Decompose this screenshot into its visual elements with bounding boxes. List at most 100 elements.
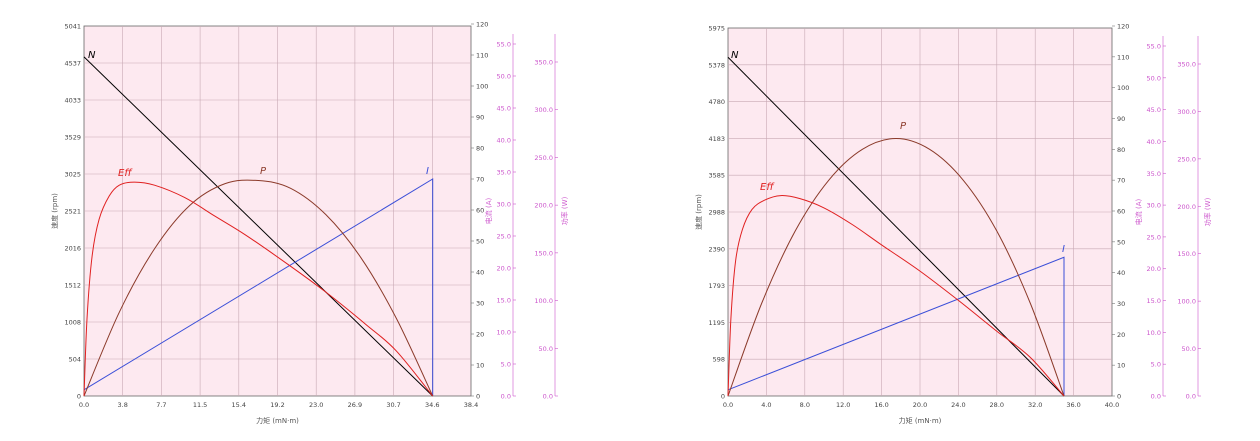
series-n-label: N: [731, 50, 739, 61]
current-tick-label: 0.0: [501, 393, 511, 401]
percent-tick-label: 20: [1117, 331, 1125, 339]
series-i-label: I: [426, 166, 429, 177]
percent-tick-label: 40: [1117, 269, 1125, 277]
x-tick-label: 8.0: [800, 401, 810, 409]
percent-tick-label: 0: [1117, 393, 1121, 401]
x-tick-label: 0.0: [79, 401, 89, 409]
power-tick-label: 0.0: [1186, 393, 1196, 401]
percent-tick-label: 100: [1117, 84, 1129, 92]
power-tick-label: 250.0: [1177, 155, 1196, 163]
speed-tick-label: 2988: [708, 209, 725, 217]
percent-tick-label: 90: [1117, 115, 1125, 123]
power-axis-label: 功率 (W): [1203, 197, 1212, 226]
x-tick-label: 32.0: [1028, 401, 1042, 409]
current-tick-label: 55.0: [497, 41, 511, 49]
power-tick-label: 300.0: [1177, 108, 1196, 116]
speed-tick-label: 598: [713, 356, 725, 364]
x-tick-label: 16.0: [874, 401, 888, 409]
percent-tick-label: 30: [1117, 300, 1125, 308]
power-tick-label: 50.0: [539, 345, 553, 353]
speed-tick-label: 4780: [708, 98, 725, 106]
current-tick-label: 50.0: [1147, 74, 1161, 82]
series-p-label: P: [900, 121, 907, 132]
power-tick-label: 200.0: [534, 202, 553, 210]
percent-tick-label: 60: [476, 207, 484, 215]
power-tick-label: 150.0: [1177, 250, 1196, 258]
speed-tick-label: 504: [69, 356, 81, 364]
percent-tick-label: 0: [476, 393, 480, 401]
current-tick-label: 5.0: [1151, 361, 1161, 369]
current-tick-label: 0.0: [1151, 393, 1161, 401]
series-eff-label: Eff: [760, 182, 775, 193]
series-n-line: [83, 56, 434, 397]
speed-tick-label: 2390: [708, 245, 725, 253]
current-tick-label: 15.0: [497, 297, 511, 305]
series-p-label: P: [260, 166, 267, 177]
percent-tick-label: 110: [476, 52, 488, 60]
power-tick-label: 100.0: [1177, 298, 1196, 306]
percent-tick-label: 120: [1117, 23, 1129, 31]
percent-tick-label: 40: [476, 269, 484, 277]
series-i-line: [83, 178, 434, 396]
x-tick-label: 26.9: [348, 401, 362, 409]
speed-axis-label: 速度 (rpm): [50, 193, 59, 229]
x-tick-label: 15.4: [232, 401, 246, 409]
percent-tick-label: 30: [476, 300, 484, 308]
speed-tick-label: 4537: [64, 60, 81, 68]
percent-tick-label: 80: [1117, 146, 1125, 154]
x-tick-label: 19.2: [270, 401, 284, 409]
x-tick-label: 0.0: [723, 401, 733, 409]
current-tick-label: 35.0: [497, 169, 511, 177]
power-tick-label: 0.0: [543, 393, 553, 401]
speed-tick-label: 0: [721, 393, 725, 401]
chart-panel-1: 0.0 3.8 7.7 11.5 15.4 19.2 23.0 26.9 30.7 34.6 38.…: [50, 21, 569, 426]
speed-tick-label: 4033: [64, 97, 81, 105]
power-tick-label: 100.0: [534, 297, 553, 305]
current-tick-label: 45.0: [497, 105, 511, 113]
series-p-line: [83, 179, 434, 397]
power-axis-label: 功率 (W): [560, 196, 569, 225]
series-eff-label: Eff: [118, 168, 133, 179]
percent-tick-label: 50: [1117, 238, 1125, 246]
current-tick-label: 20.0: [1147, 265, 1161, 273]
series-eff-line: [83, 181, 434, 397]
current-tick-label: 30.0: [497, 201, 511, 209]
chart-panel-2: 0.0 4.0 8.0 12.0 16.0 20.0 24.0 28.0 32.0 36.0 40.…: [694, 23, 1212, 426]
percent-tick-label: 50: [476, 238, 484, 246]
x-tick-label: 30.7: [386, 401, 400, 409]
current-tick-label: 40.0: [497, 137, 511, 145]
current-tick-label: 40.0: [1147, 138, 1161, 146]
current-tick-label: 10.0: [497, 329, 511, 337]
percent-tick-label: 80: [476, 145, 484, 153]
x-axis-label: 力矩 (mN·m): [256, 416, 299, 425]
speed-axis-label: 速度 (rpm): [694, 194, 703, 230]
current-axis-label: 电流 (A): [1134, 198, 1143, 225]
x-tick-label: 4.0: [761, 401, 771, 409]
speed-tick-label: 0: [77, 393, 81, 401]
power-tick-label: 150.0: [534, 249, 553, 257]
speed-tick-label: 2521: [64, 208, 81, 216]
x-tick-label: 34.6: [425, 401, 439, 409]
x-tick-label: 20.0: [913, 401, 927, 409]
speed-tick-label: 2016: [64, 245, 81, 253]
percent-tick-label: 20: [476, 331, 484, 339]
percent-tick-label: 70: [1117, 177, 1125, 185]
power-tick-label: 350.0: [534, 59, 553, 67]
power-tick-label: 300.0: [534, 106, 553, 114]
current-tick-label: 15.0: [1147, 297, 1161, 305]
series-p-line: [727, 138, 1065, 397]
percent-tick-label: 10: [476, 362, 484, 370]
speed-tick-label: 1195: [708, 319, 725, 327]
x-tick-label: 38.4: [464, 401, 478, 409]
x-tick-label: 7.7: [156, 401, 166, 409]
grid: [728, 28, 1112, 396]
current-tick-label: 50.0: [497, 73, 511, 81]
x-tick-label: 3.8: [118, 401, 128, 409]
current-tick-label: 20.0: [497, 265, 511, 273]
x-tick-label: 36.0: [1066, 401, 1080, 409]
current-tick-label: 55.0: [1147, 43, 1161, 51]
current-tick-label: 10.0: [1147, 329, 1161, 337]
speed-tick-label: 1512: [64, 282, 81, 290]
percent-tick-label: 120: [476, 21, 488, 29]
